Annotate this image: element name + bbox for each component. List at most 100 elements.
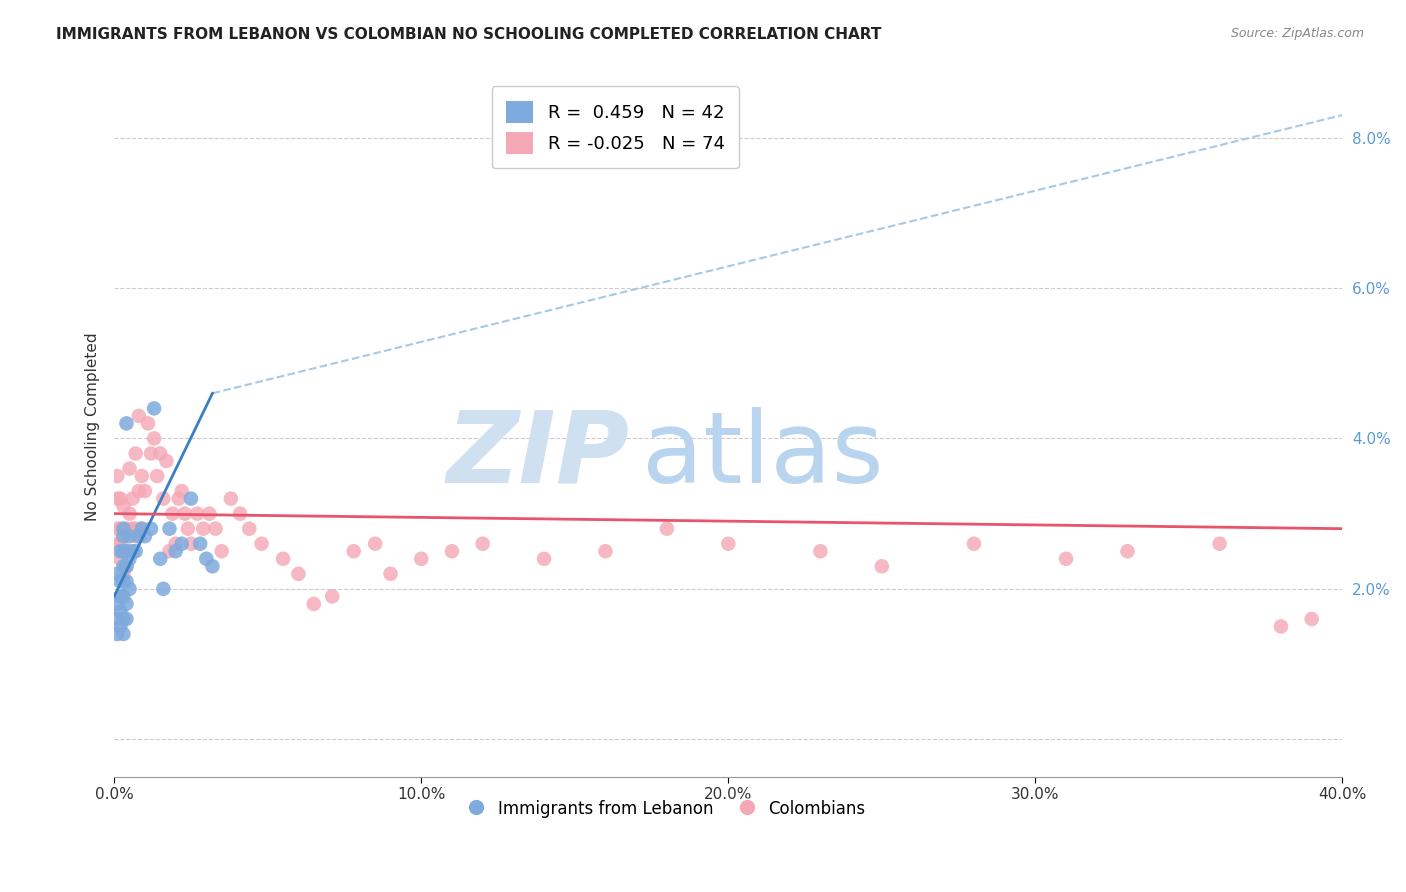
Point <box>170 537 193 551</box>
Point <box>204 522 226 536</box>
Point <box>238 522 260 536</box>
Point <box>115 544 138 558</box>
Point <box>115 417 138 431</box>
Point <box>152 582 174 596</box>
Point <box>188 537 211 551</box>
Point <box>110 522 132 536</box>
Point <box>302 597 325 611</box>
Point <box>112 566 135 581</box>
Point <box>595 544 617 558</box>
Point <box>211 544 233 558</box>
Point <box>112 544 135 558</box>
Point <box>110 604 132 618</box>
Point <box>229 507 252 521</box>
Point <box>125 446 148 460</box>
Point <box>655 522 678 536</box>
Point <box>271 551 294 566</box>
Point <box>146 469 169 483</box>
Point <box>143 401 166 416</box>
Point <box>112 590 135 604</box>
Point <box>128 529 150 543</box>
Point <box>136 417 159 431</box>
Point <box>118 582 141 596</box>
Point <box>131 522 153 536</box>
Point <box>112 544 135 558</box>
Point <box>165 544 187 558</box>
Point <box>963 537 986 551</box>
Point <box>118 507 141 521</box>
Point <box>180 491 202 506</box>
Text: ZIP: ZIP <box>447 407 630 504</box>
Point <box>1116 544 1139 558</box>
Point <box>149 551 172 566</box>
Point <box>112 499 135 513</box>
Point <box>110 491 132 506</box>
Point <box>533 551 555 566</box>
Point <box>139 522 162 536</box>
Point <box>134 529 156 543</box>
Point <box>105 612 128 626</box>
Point <box>717 537 740 551</box>
Point <box>162 507 184 521</box>
Point <box>105 627 128 641</box>
Point <box>110 619 132 633</box>
Legend: Immigrants from Lebanon, Colombians: Immigrants from Lebanon, Colombians <box>461 793 872 824</box>
Point <box>115 574 138 589</box>
Point <box>139 446 162 460</box>
Point <box>198 507 221 521</box>
Point <box>115 522 138 536</box>
Point <box>411 551 433 566</box>
Point <box>110 590 132 604</box>
Point <box>112 522 135 536</box>
Point <box>167 491 190 506</box>
Point <box>121 491 143 506</box>
Point <box>180 537 202 551</box>
Point <box>105 537 128 551</box>
Point <box>115 559 138 574</box>
Point <box>112 574 135 589</box>
Point <box>112 627 135 641</box>
Point <box>125 544 148 558</box>
Point <box>201 559 224 574</box>
Point <box>121 544 143 558</box>
Point <box>1270 619 1292 633</box>
Point <box>105 522 128 536</box>
Point <box>110 537 132 551</box>
Point <box>128 409 150 423</box>
Point <box>115 597 138 611</box>
Point <box>112 612 135 626</box>
Point <box>1301 612 1323 626</box>
Point <box>159 522 181 536</box>
Point <box>125 522 148 536</box>
Point <box>440 544 463 558</box>
Text: Source: ZipAtlas.com: Source: ZipAtlas.com <box>1230 27 1364 40</box>
Point <box>128 484 150 499</box>
Point <box>250 537 273 551</box>
Point <box>118 551 141 566</box>
Point <box>134 484 156 499</box>
Point <box>287 566 309 581</box>
Point <box>115 544 138 558</box>
Point <box>155 454 177 468</box>
Point <box>112 529 135 543</box>
Point <box>118 529 141 543</box>
Point <box>118 544 141 558</box>
Point <box>159 544 181 558</box>
Point <box>143 432 166 446</box>
Point <box>115 612 138 626</box>
Point <box>810 544 832 558</box>
Point <box>1054 551 1077 566</box>
Point <box>110 574 132 589</box>
Text: atlas: atlas <box>643 407 884 504</box>
Y-axis label: No Schooling Completed: No Schooling Completed <box>86 333 100 522</box>
Point <box>131 522 153 536</box>
Point <box>115 559 138 574</box>
Text: IMMIGRANTS FROM LEBANON VS COLOMBIAN NO SCHOOLING COMPLETED CORRELATION CHART: IMMIGRANTS FROM LEBANON VS COLOMBIAN NO … <box>56 27 882 42</box>
Point <box>1208 537 1230 551</box>
Point <box>149 446 172 460</box>
Point <box>364 537 387 551</box>
Point <box>186 507 208 521</box>
Point <box>219 491 242 506</box>
Point <box>118 461 141 475</box>
Point <box>165 537 187 551</box>
